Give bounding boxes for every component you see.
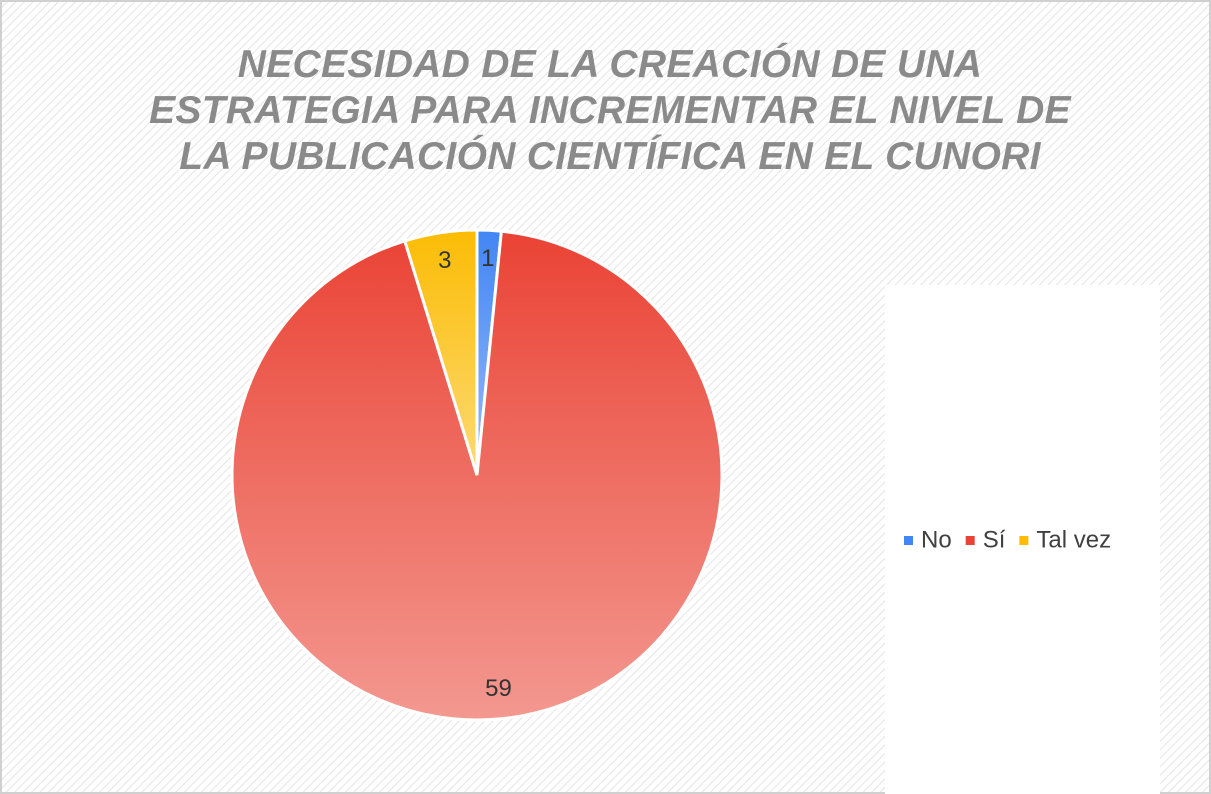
data-label: 59	[485, 675, 512, 702]
data-label: 3	[438, 247, 451, 274]
pie-slice	[230, 229, 724, 722]
legend-label: No	[921, 526, 952, 553]
chart-title: NECESIDAD DE LA CREACIÓN DE UNA ESTRATEG…	[149, 43, 1071, 178]
pie-slice	[402, 228, 479, 476]
legend-label: Sí	[983, 526, 1006, 553]
legend-label: Tal vez	[1036, 526, 1111, 553]
legend-swatch	[965, 536, 975, 545]
legend-swatch	[904, 536, 913, 545]
legend-swatch	[1019, 536, 1029, 545]
data-label: 1	[481, 245, 494, 272]
